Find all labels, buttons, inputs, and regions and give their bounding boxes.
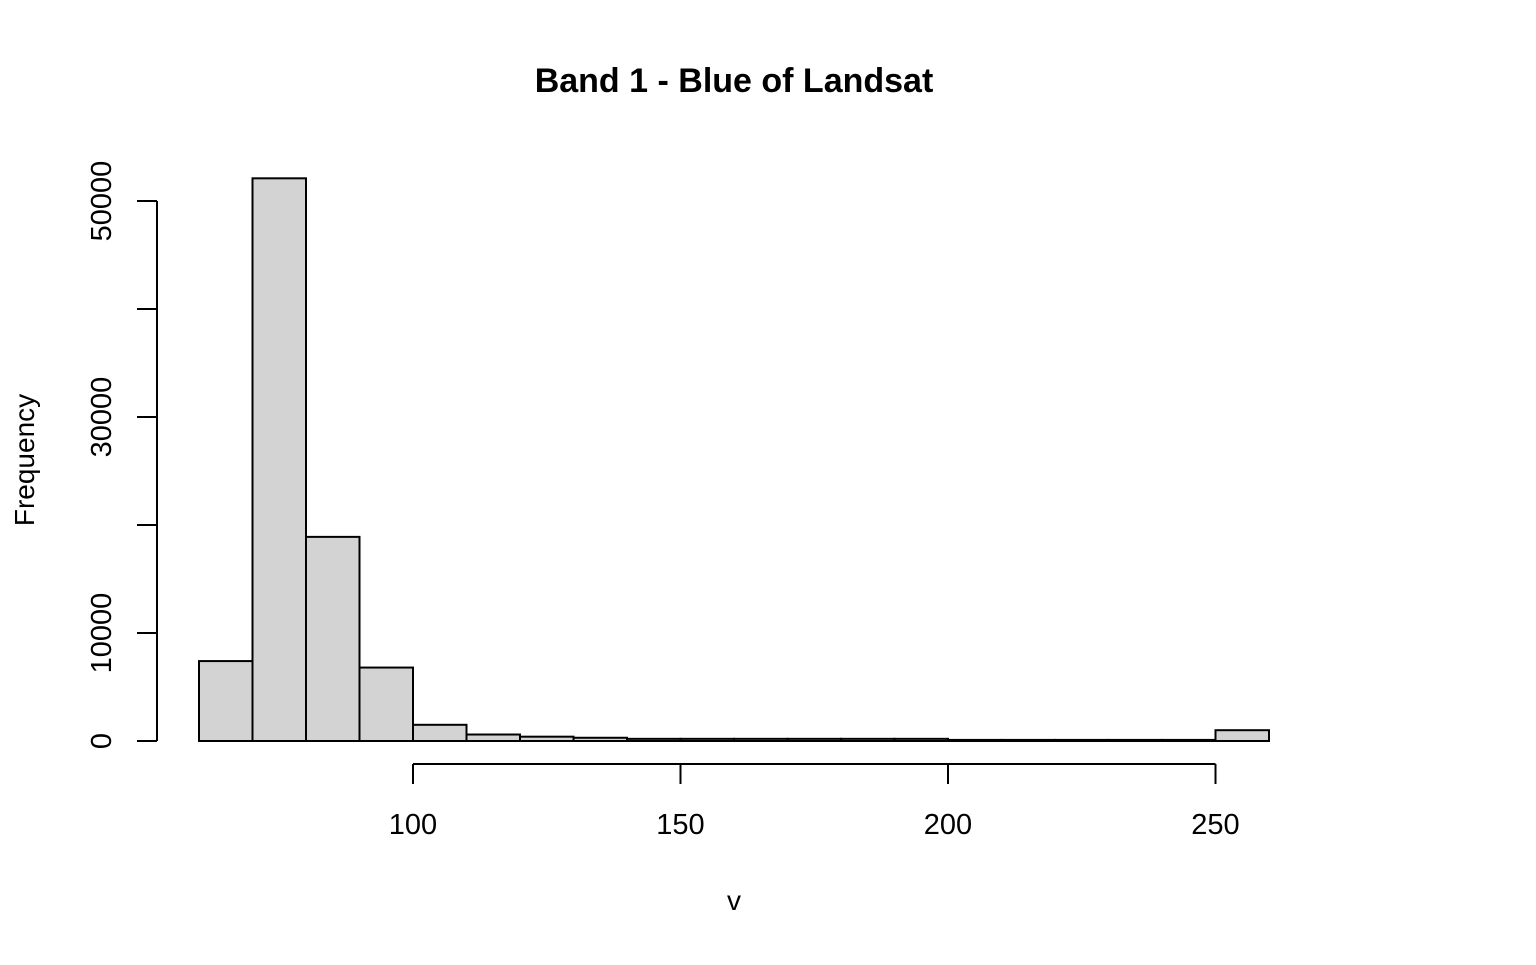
histogram-bar xyxy=(572,736,628,743)
x-tick-label: 150 xyxy=(656,809,704,841)
histogram-bar xyxy=(1214,729,1270,743)
histogram-bar xyxy=(679,737,735,743)
x-tick-label: 100 xyxy=(389,809,437,841)
y-axis: 0 10000 30000 50000 xyxy=(86,161,158,749)
y-tick-label: 0 xyxy=(86,733,118,749)
y-axis-label: Frequency xyxy=(9,394,40,526)
bars-group xyxy=(198,177,1270,743)
y-tick-label: 50000 xyxy=(86,161,118,242)
histogram-bar xyxy=(305,535,361,742)
histogram-bar xyxy=(198,660,254,743)
histogram-bar xyxy=(1107,738,1163,742)
histogram-bar xyxy=(1054,738,1110,742)
histogram-bar xyxy=(733,737,789,743)
histogram-bar xyxy=(519,735,575,742)
chart-title: Band 1 - Blue of Landsat xyxy=(535,62,934,100)
histogram-bar xyxy=(251,177,307,742)
x-tick-label: 250 xyxy=(1191,809,1239,841)
histogram-bar xyxy=(626,737,682,743)
x-tick-label: 200 xyxy=(924,809,972,841)
y-tick-label: 10000 xyxy=(86,593,118,674)
histogram-bar xyxy=(358,666,414,742)
histogram-bar xyxy=(786,737,842,743)
histogram-bar xyxy=(412,723,468,742)
histogram-bar xyxy=(465,733,521,743)
x-axis: 100 150 200 250 xyxy=(389,763,1240,841)
x-axis-label: v xyxy=(727,885,741,916)
histogram-bar xyxy=(893,737,949,743)
histogram-bar xyxy=(840,737,896,743)
histogram-bar xyxy=(947,738,1003,742)
histogram-bar xyxy=(1161,738,1217,742)
histogram-bar xyxy=(1000,738,1056,742)
y-tick-label: 30000 xyxy=(86,377,118,458)
